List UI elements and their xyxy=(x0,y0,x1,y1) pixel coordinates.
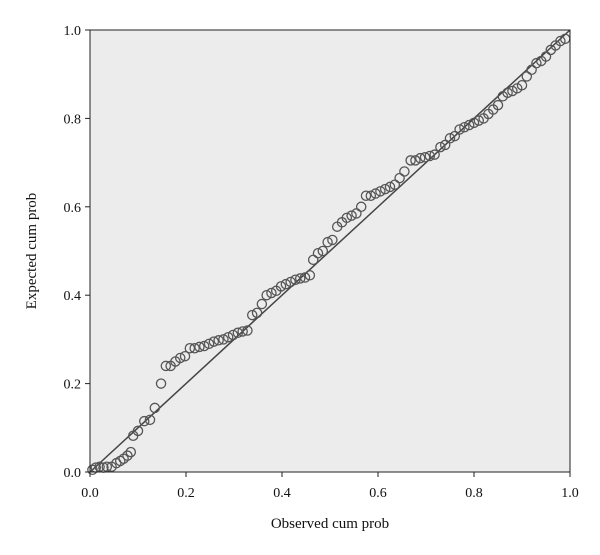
data-point xyxy=(365,190,377,201)
y-tick-label: 0.8 xyxy=(64,112,82,127)
x-tick-label: 1.0 xyxy=(561,486,579,501)
data-point xyxy=(194,341,205,353)
data-point xyxy=(160,360,172,372)
data-point xyxy=(227,329,239,341)
data-point xyxy=(531,57,542,69)
data-point xyxy=(174,352,186,364)
data-point xyxy=(360,190,372,201)
data-point xyxy=(155,378,167,389)
y-tick-label: 0.4 xyxy=(64,289,82,304)
data-point xyxy=(122,450,133,461)
data-point xyxy=(125,446,137,458)
data-point xyxy=(87,464,98,476)
data-point xyxy=(327,234,338,246)
data-point xyxy=(179,350,191,362)
data-point xyxy=(132,425,144,437)
x-tick-label: 0.6 xyxy=(369,486,387,501)
data-point xyxy=(410,155,421,166)
data-point xyxy=(341,212,353,224)
data-point xyxy=(312,247,324,259)
data-point xyxy=(232,327,244,339)
reference-line-layer xyxy=(89,29,571,473)
data-point xyxy=(203,338,215,350)
data-point xyxy=(149,402,161,414)
data-point xyxy=(454,124,465,135)
data-point xyxy=(138,415,150,427)
data-point xyxy=(435,141,446,153)
data-point xyxy=(222,331,234,343)
data-point xyxy=(213,335,224,346)
data-point xyxy=(290,274,301,285)
x-axis-title: Observed cum prob xyxy=(271,516,389,532)
data-point xyxy=(237,326,248,337)
x-tick-label: 0.8 xyxy=(465,486,483,501)
data-point xyxy=(492,99,504,111)
data-point xyxy=(285,276,296,288)
data-point xyxy=(502,87,513,99)
x-tick-label: 0.4 xyxy=(273,486,291,501)
data-point xyxy=(317,245,329,257)
data-point xyxy=(419,152,431,163)
y-tick-label: 0.6 xyxy=(64,201,82,216)
data-point xyxy=(322,236,333,248)
data-point xyxy=(379,183,391,195)
x-tick-label: 0.0 xyxy=(81,486,99,501)
y-axis-title: Expected cum prob xyxy=(24,193,40,310)
data-point xyxy=(405,155,416,166)
data-point xyxy=(189,342,200,354)
data-point xyxy=(101,461,113,472)
y-tick-label: 0.0 xyxy=(64,466,82,481)
data-point xyxy=(463,119,475,131)
data-point xyxy=(516,80,528,91)
x-tick-label: 0.2 xyxy=(177,486,195,501)
data-point xyxy=(459,121,470,133)
reference-line xyxy=(89,29,571,473)
data-point xyxy=(555,35,566,47)
data-point xyxy=(355,201,367,213)
data-point xyxy=(414,152,426,164)
y-axis: 0.0 0.2 0.4 0.6 0.8 1.0 xyxy=(64,24,90,481)
data-point xyxy=(429,149,440,160)
data-point xyxy=(218,334,229,345)
data-point xyxy=(251,307,263,319)
data-point xyxy=(275,281,287,292)
y-tick-label: 0.2 xyxy=(64,378,82,393)
data-point xyxy=(346,210,357,221)
data-point xyxy=(468,117,480,129)
data-point xyxy=(444,133,456,144)
data-point xyxy=(294,273,306,284)
data-point xyxy=(114,455,126,467)
data-point xyxy=(246,309,258,321)
data-point xyxy=(304,270,316,281)
data-point xyxy=(94,461,105,472)
data-point xyxy=(242,325,253,336)
data-point xyxy=(473,115,485,126)
data-point xyxy=(299,272,311,283)
data-point xyxy=(198,340,210,352)
x-axis: 0.0 0.2 0.4 0.6 0.8 1.0 xyxy=(81,472,579,501)
data-point xyxy=(370,188,381,199)
data-point xyxy=(144,414,156,426)
data-point xyxy=(266,287,277,299)
data-point xyxy=(384,181,396,193)
y-tick-label: 1.0 xyxy=(64,24,82,39)
data-point xyxy=(375,186,386,197)
data-point xyxy=(256,298,268,310)
data-point xyxy=(261,289,272,301)
data-point xyxy=(424,150,436,162)
data-point xyxy=(399,166,410,177)
plot-frame xyxy=(89,29,571,473)
data-point xyxy=(208,336,220,347)
data-point xyxy=(280,278,292,290)
